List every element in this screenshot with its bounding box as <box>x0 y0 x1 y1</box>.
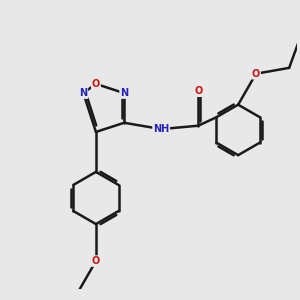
Text: NH: NH <box>153 124 169 134</box>
Text: N: N <box>120 88 128 98</box>
Text: O: O <box>92 256 100 266</box>
Text: O: O <box>194 86 202 96</box>
Text: O: O <box>92 79 100 89</box>
Text: O: O <box>252 69 260 79</box>
Text: N: N <box>79 88 87 98</box>
